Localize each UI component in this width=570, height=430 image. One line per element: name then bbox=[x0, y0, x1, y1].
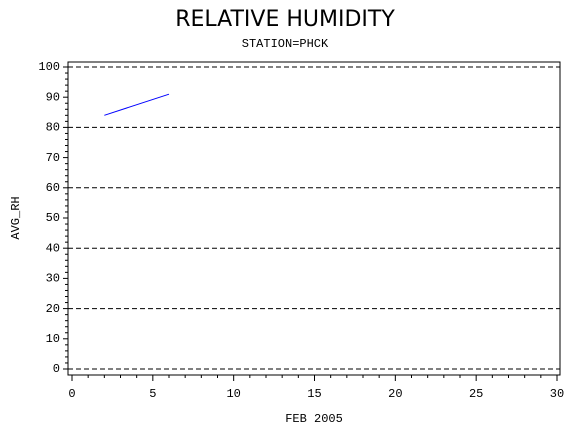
plot-frame bbox=[67, 61, 561, 376]
x-tick-label: 5 bbox=[149, 387, 156, 401]
y-tick-label: 100 bbox=[38, 60, 60, 74]
y-tick-label: 80 bbox=[46, 121, 60, 135]
y-tick-label: 30 bbox=[46, 272, 60, 286]
x-tick-label: 25 bbox=[469, 387, 483, 401]
x-tick-label: 15 bbox=[307, 387, 321, 401]
y-tick-label: 60 bbox=[46, 181, 60, 195]
y-tick-label: 0 bbox=[53, 362, 60, 376]
y-tick-label: 40 bbox=[46, 241, 60, 255]
x-tick-label: 0 bbox=[68, 387, 75, 401]
x-tick-label: 10 bbox=[226, 387, 240, 401]
data-line bbox=[104, 93, 170, 116]
x-tick-label: 30 bbox=[550, 387, 564, 401]
x-tick-label: 20 bbox=[388, 387, 402, 401]
y-tick-label: 90 bbox=[46, 90, 60, 104]
y-tick-label: 20 bbox=[46, 302, 60, 316]
y-axis-label: AVG_RH bbox=[9, 196, 23, 239]
y-tick-label: 50 bbox=[46, 211, 60, 225]
y-tick-label: 10 bbox=[46, 332, 60, 346]
x-axis-label: FEB 2005 bbox=[285, 412, 343, 426]
y-tick-label: 70 bbox=[46, 151, 60, 165]
chart-subtitle: STATION=PHCK bbox=[242, 37, 329, 51]
chart-title: RELATIVE HUMIDITY bbox=[175, 7, 395, 32]
